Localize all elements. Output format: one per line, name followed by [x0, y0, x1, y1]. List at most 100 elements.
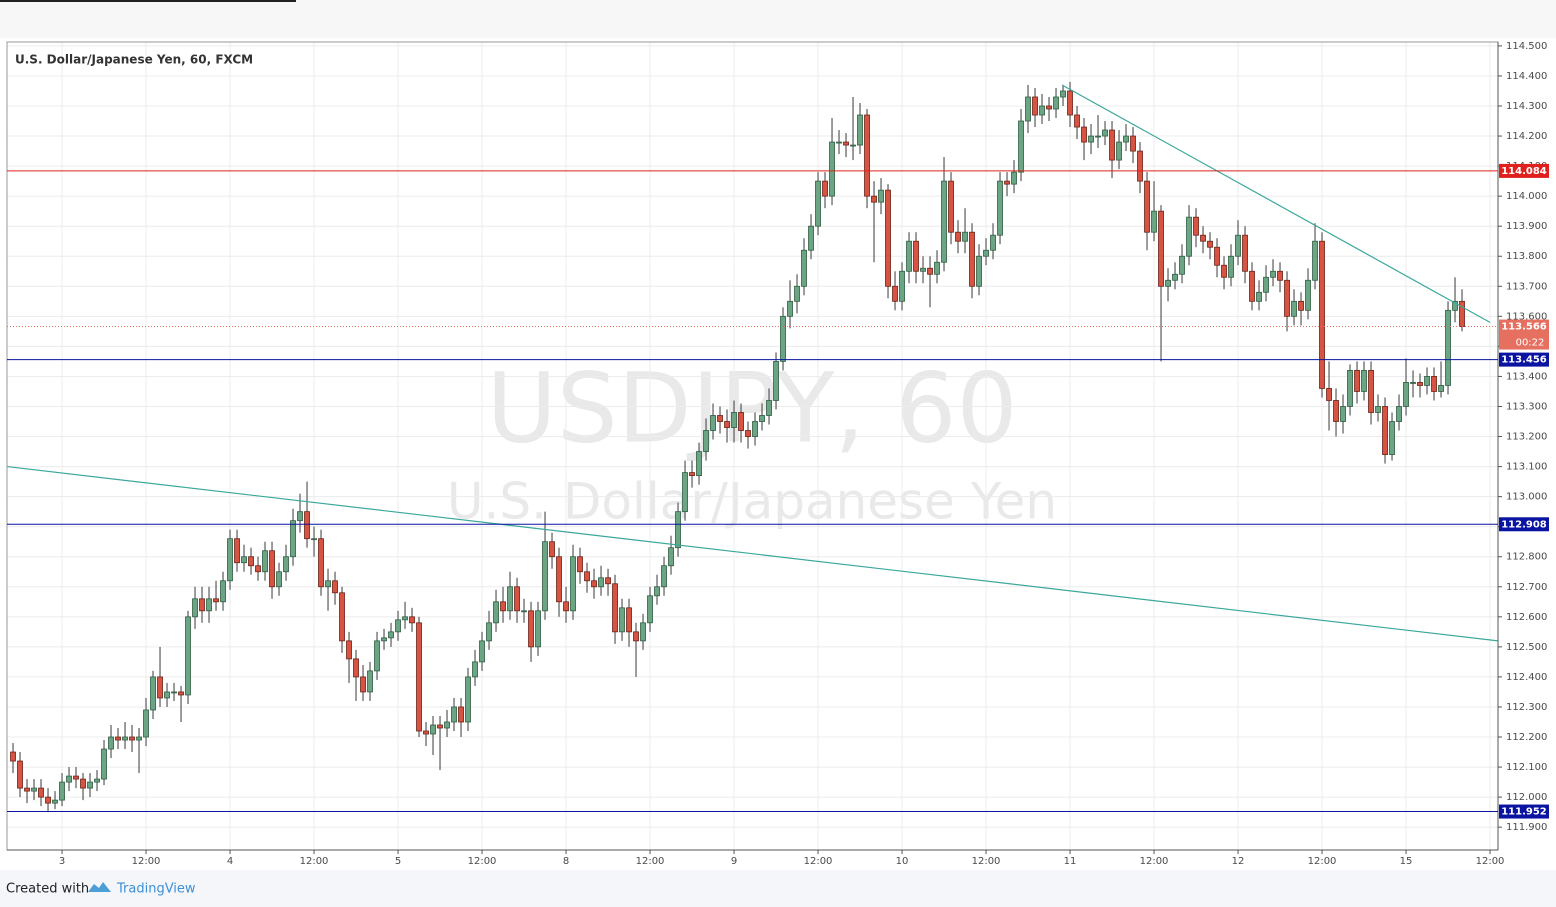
- candle-body: [640, 622, 646, 642]
- candle-body: [983, 249, 989, 257]
- candle-body: [171, 691, 177, 694]
- candle-body: [717, 415, 723, 422]
- candle-body: [206, 598, 212, 612]
- level-label: 111.952: [1501, 807, 1547, 818]
- candle-body: [269, 550, 275, 588]
- candle-body: [1340, 406, 1346, 422]
- candle-body: [73, 775, 79, 780]
- candle-body: [1032, 96, 1038, 116]
- x-tick-label: 4: [227, 856, 233, 867]
- x-tick-label: 12: [1232, 856, 1245, 867]
- candle-body: [1151, 210, 1157, 233]
- candle-body: [360, 676, 366, 693]
- candle-body: [899, 270, 905, 302]
- y-tick-label: 114.500: [1506, 41, 1547, 52]
- candle-body: [1074, 114, 1080, 128]
- candle-body: [745, 430, 751, 437]
- candle-body: [1193, 216, 1199, 236]
- candle-body: [395, 619, 401, 633]
- candle-body: [822, 180, 828, 197]
- candle-body: [514, 586, 520, 612]
- candle-body: [94, 778, 100, 783]
- candle-body: [1144, 180, 1150, 233]
- y-tick-label: 114.300: [1506, 101, 1547, 112]
- level-label: 113.456: [1501, 355, 1547, 366]
- candle-body: [829, 141, 835, 197]
- candle-body: [402, 616, 408, 621]
- y-tick-label: 113.100: [1506, 462, 1547, 473]
- y-tick-label: 113.300: [1506, 401, 1547, 412]
- candle-body: [850, 144, 856, 147]
- candle-body: [262, 550, 268, 573]
- candle-body: [17, 760, 23, 789]
- x-tick-label: 12:00: [468, 856, 497, 867]
- tradingview-logo[interactable]: [88, 882, 111, 892]
- candle-body: [80, 778, 86, 789]
- candle-body: [465, 676, 471, 723]
- candle-body: [1389, 421, 1395, 455]
- candle-body: [1452, 300, 1458, 311]
- candle-body: [1011, 171, 1017, 185]
- candle-body: [1417, 382, 1423, 386]
- candle-body: [507, 586, 513, 612]
- x-tick-label: 15: [1400, 856, 1413, 867]
- candle-body: [500, 601, 506, 612]
- candle-body: [1424, 376, 1430, 386]
- watermark-name: U.S. Dollar/Japanese Yen: [447, 473, 1057, 531]
- candle-body: [934, 261, 940, 275]
- x-tick-label: 12:00: [300, 856, 329, 867]
- candle-body: [787, 300, 793, 317]
- y-tick-label: 112.600: [1506, 612, 1547, 623]
- y-tick-label: 112.100: [1506, 762, 1547, 773]
- footer-brand[interactable]: TradingView: [116, 882, 196, 897]
- candle-body: [1018, 120, 1024, 173]
- y-tick-label: 112.300: [1506, 702, 1547, 713]
- candle-body: [654, 586, 660, 597]
- candle-body: [1403, 382, 1409, 407]
- y-tick-label: 113.700: [1506, 281, 1547, 292]
- candle-body: [164, 691, 170, 699]
- candle-body: [605, 577, 611, 585]
- candle-body: [353, 658, 359, 678]
- candle-body: [1235, 234, 1241, 257]
- candle-body: [1067, 90, 1073, 116]
- y-tick-label: 113.200: [1506, 432, 1547, 443]
- candle-body: [955, 231, 961, 242]
- candle-body: [892, 285, 898, 302]
- candle-body: [668, 547, 674, 567]
- candle-body: [1025, 96, 1031, 122]
- countdown-label: 00:22: [1516, 338, 1545, 349]
- candle-body: [10, 751, 16, 762]
- x-tick-label: 12:00: [132, 856, 161, 867]
- candle-body: [136, 736, 142, 741]
- candle-body: [213, 598, 219, 603]
- candle-body: [1284, 279, 1290, 317]
- candle-body: [1326, 388, 1332, 401]
- candle-body: [409, 616, 415, 624]
- candle-body: [150, 676, 156, 711]
- candle-body: [1158, 210, 1164, 287]
- candle-body: [808, 225, 814, 251]
- candle-body: [1228, 255, 1234, 278]
- candle-body: [563, 601, 569, 612]
- candle-body: [122, 736, 128, 741]
- candle-body: [87, 781, 93, 789]
- y-tick-label: 112.000: [1506, 792, 1547, 803]
- candle-body: [1305, 279, 1311, 311]
- candle-body: [1116, 141, 1122, 161]
- candle-body: [990, 234, 996, 251]
- candle-body: [416, 622, 422, 732]
- candle-body: [948, 180, 954, 233]
- candle-body: [542, 541, 548, 612]
- candle-body: [836, 141, 842, 144]
- level-label-box: [1499, 804, 1549, 819]
- candle-body: [766, 400, 772, 416]
- candle-body: [703, 430, 709, 452]
- candle-body: [388, 631, 394, 639]
- candle-body: [1263, 276, 1269, 293]
- candle-body: [584, 571, 590, 582]
- candle-body: [1319, 240, 1325, 389]
- candle-body: [689, 472, 695, 476]
- candle-body: [591, 580, 597, 588]
